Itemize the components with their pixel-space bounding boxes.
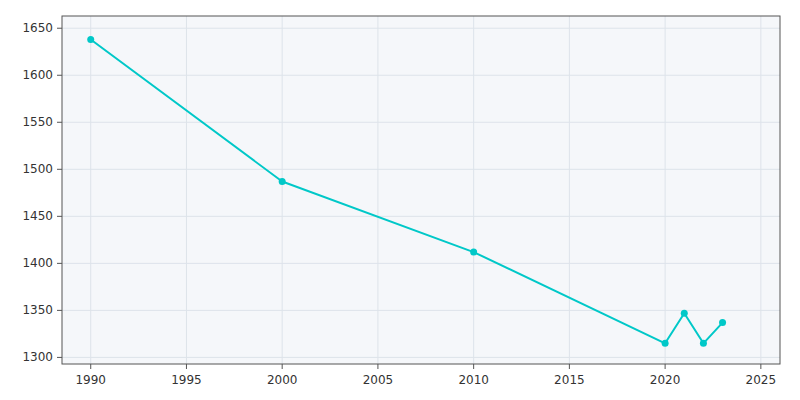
y-tick-label: 1400: [22, 256, 53, 270]
y-tick-label: 1300: [22, 350, 53, 364]
x-tick-label: 2010: [458, 373, 489, 387]
y-tick-label: 1550: [22, 115, 53, 129]
point: [681, 310, 688, 317]
chart: 1990 1995 2000 2005 2010 2015 2020 2025 1300 1350…: [0, 0, 800, 400]
y-grid-line: [62, 169, 780, 170]
point: [700, 340, 707, 347]
y-grid-line: [62, 310, 780, 311]
y-tick: [57, 216, 62, 217]
y-tick: [57, 263, 62, 264]
x-tick-label: 2025: [746, 373, 777, 387]
point: [662, 340, 669, 347]
x-tick: [186, 364, 187, 369]
x-tick: [569, 364, 570, 369]
y-tick-label: 1500: [22, 162, 53, 176]
x-grid-line: [760, 16, 761, 364]
x-grid-line: [186, 16, 187, 364]
x-tick-label: 2005: [363, 373, 394, 387]
y-grid-line: [62, 122, 780, 123]
x-tick: [473, 364, 474, 369]
y-tick-label: 1350: [22, 303, 53, 317]
y-tick-label: 1600: [22, 68, 53, 82]
y-tick: [57, 357, 62, 358]
y-tick-label: 1650: [22, 21, 53, 35]
x-tick-label: 2015: [554, 373, 585, 387]
plot-frame: [62, 16, 780, 364]
y-tick: [57, 310, 62, 311]
chart-container: 1990 1995 2000 2005 2010 2015 2020 2025 1300 1350…: [0, 0, 800, 400]
x-tick: [282, 364, 283, 369]
x-grid-line: [473, 16, 474, 364]
grid: [62, 16, 780, 364]
x-tick: [377, 364, 378, 369]
y-grid-line: [62, 75, 780, 76]
line: [91, 40, 723, 344]
y-tick: [57, 122, 62, 123]
x-grid-line: [377, 16, 378, 364]
x-tick: [665, 364, 666, 369]
y-grid-line: [62, 357, 780, 358]
x-tick-label: 2020: [650, 373, 681, 387]
point: [470, 249, 477, 256]
x-grid-line: [90, 16, 91, 364]
y-tick: [57, 28, 62, 29]
y-tick-label: 1450: [22, 209, 53, 223]
y-tick: [57, 169, 62, 170]
x-grid-line: [569, 16, 570, 364]
plot-background: [62, 16, 780, 364]
series: [87, 36, 726, 347]
x-tick: [760, 364, 761, 369]
y-grid-line: [62, 28, 780, 29]
x-tick: [90, 364, 91, 369]
point: [87, 36, 94, 43]
y-grid-line: [62, 216, 780, 217]
point: [279, 178, 286, 185]
point: [719, 319, 726, 326]
y-grid-line: [62, 263, 780, 264]
x-tick-label: 1990: [75, 373, 106, 387]
x-grid-line: [282, 16, 283, 364]
x-tick-label: 2000: [267, 373, 298, 387]
y-tick: [57, 75, 62, 76]
axes: 1990 1995 2000 2005 2010 2015 2020 2025 1300 1350…: [22, 16, 780, 387]
x-tick-label: 1995: [171, 373, 202, 387]
x-grid-line: [665, 16, 666, 364]
